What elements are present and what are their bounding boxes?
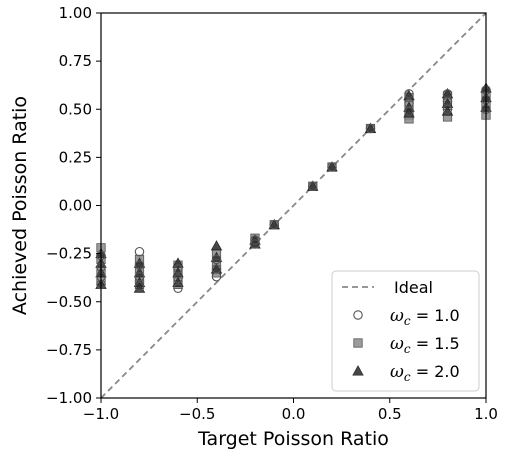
data-point [250,235,260,245]
y-tick-label: −0.25 [46,245,92,263]
data-point [404,89,414,99]
legend: Ideal ωc = 1.0 ωc = 1.5 ωc = 2.0 [331,270,480,392]
legend-box [331,270,480,392]
data-point [173,264,183,274]
data-point [173,283,183,294]
data-point [250,239,260,249]
data-point [210,251,223,262]
data-point [404,106,414,116]
x-tick-label: 0.0 [282,405,306,423]
data-point [211,264,222,274]
x-tick-label: 1.0 [474,405,498,423]
y-tick-label: 0.25 [59,148,92,166]
y-tick-label: 0.75 [59,52,92,70]
x-tick-label: −1.0 [83,405,119,423]
data-point [210,240,223,251]
legend-series-label: ωc = 2.0 [390,362,460,384]
x-tick-label: 0.5 [378,405,402,423]
data-point [173,273,183,284]
data-point [404,98,414,109]
y-tick-label: 0.00 [59,197,92,215]
data-point [134,271,145,282]
data-point [211,254,222,265]
data-point [134,260,145,270]
ideal-line [100,12,487,399]
legend-circle-swatch [353,310,363,320]
y-axis-label: Achieved Poisson Ratio [9,96,31,315]
series-circle [96,85,491,294]
data-point [211,271,222,282]
data-point [134,281,145,292]
legend-series-label: ωc = 1.5 [390,334,460,356]
x-axis-label: Target Poisson Ratio [197,428,389,450]
series-square [96,89,491,290]
data-point [307,181,318,192]
data-point [327,162,337,172]
data-point [269,220,279,230]
data-point [442,104,453,115]
y-tick-label: 0.50 [59,100,92,118]
y-tick-label: −0.75 [46,341,92,359]
legend-series-label: ωc = 1.0 [390,306,460,328]
y-tick-label: −0.50 [46,293,92,311]
y-tick-label: 1.00 [59,4,92,22]
data-point [365,123,376,134]
x-tick-label: −0.5 [179,405,215,423]
series-triangle [95,82,492,293]
data-point [442,89,453,99]
legend-triangle-swatch [352,365,364,376]
y-tick-label: −1.00 [46,389,92,407]
data-point [442,96,453,107]
data-point [134,246,145,257]
legend-ideal-label: Ideal [394,278,433,297]
legend-square-swatch [353,338,363,348]
axes: −1.0 −0.5 0.0 0.5 1.0 −1.00 −0.75 −0.50 −0.25 0.0… [9,4,498,450]
